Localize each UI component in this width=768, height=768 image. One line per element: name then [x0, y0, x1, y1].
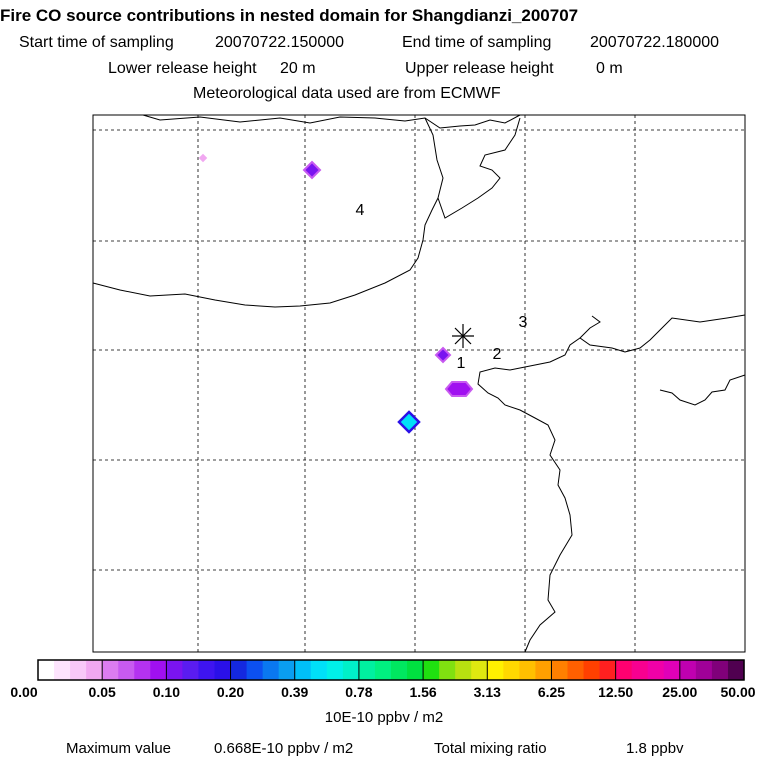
end-time-label: End time of sampling — [402, 34, 552, 51]
colorbar-tick-label: 0.39 — [281, 684, 309, 700]
end-time-value: 20070722.180000 — [590, 34, 720, 51]
colorbar-swatch — [663, 660, 681, 680]
colorbar-swatch — [615, 660, 633, 680]
map-frame — [92, 114, 746, 653]
colorbar-swatch — [70, 660, 87, 680]
colorbar-tick-label: 25.00 — [662, 684, 698, 700]
source-spot — [302, 160, 322, 180]
start-time-label: Start time of sampling — [19, 34, 174, 51]
upper-release-label: Upper release height — [405, 60, 554, 77]
colorbar-swatch — [278, 660, 296, 680]
colorbar-tick-label: 1.56 — [409, 684, 437, 700]
colorbar-swatch — [455, 660, 472, 680]
colorbar-swatch — [134, 660, 151, 680]
source-spot — [198, 153, 208, 163]
colorbar-swatch — [679, 660, 697, 680]
max-value-label: Maximum value — [66, 740, 172, 757]
colorbar-swatch — [38, 660, 55, 680]
colorbar-tick-label: 0.10 — [152, 684, 180, 700]
colorbar-swatch — [439, 660, 456, 680]
colorbar-swatch — [294, 660, 312, 680]
colorbar-swatch — [471, 660, 488, 680]
colorbar-frame — [37, 659, 745, 681]
colorbar-swatch — [551, 660, 569, 680]
start-time-value: 20070722.150000 — [215, 34, 345, 51]
colorbar-swatch — [631, 660, 649, 680]
colorbar-units: 10E-10 ppbv / m2 — [324, 709, 444, 726]
colorbar-swatch — [150, 660, 167, 680]
colorbar-swatch — [358, 660, 376, 680]
colorbar-swatch — [535, 660, 553, 680]
colorbar-swatch — [711, 660, 729, 680]
colorbar-swatch — [647, 660, 665, 680]
colorbar-swatch — [326, 660, 344, 680]
colorbar-tick-label: 0.20 — [216, 684, 245, 700]
colorbar-swatch — [86, 660, 103, 680]
colorbar-swatch — [567, 660, 585, 680]
colorbar-tick-label: 50.00 — [720, 684, 756, 700]
colorbar-swatch — [423, 660, 440, 680]
colorbar-swatch — [166, 660, 184, 680]
colorbar-swatch — [182, 660, 200, 680]
map-outlines — [92, 114, 746, 653]
source-spot — [397, 410, 421, 434]
colorbar-swatch — [310, 660, 328, 680]
source-spot — [444, 381, 474, 397]
colorbar-tick-label: 3.13 — [473, 684, 501, 700]
colorbar-tick-label: 0.00 — [10, 684, 38, 700]
colorbar-swatch — [519, 660, 537, 680]
colorbar-swatch — [102, 660, 119, 680]
total-mixing-label: Total mixing ratio — [434, 740, 547, 757]
colorbar-tick-label: 0.78 — [345, 684, 373, 700]
map-grid — [93, 115, 745, 652]
upper-release-value: 0 m — [596, 60, 623, 77]
colorbar-swatch — [54, 660, 71, 680]
region-label-2: 2 — [493, 346, 502, 363]
colorbar-swatch — [487, 660, 504, 680]
region-label-1: 1 — [457, 355, 466, 372]
met-data-note: Meteorological data used are from ECMWF — [193, 85, 501, 102]
colorbar-swatch — [407, 660, 424, 680]
colorbar-swatch — [262, 660, 280, 680]
source-spot — [434, 346, 452, 364]
colorbar-tick-label: 6.25 — [537, 684, 566, 700]
colorbar-swatch — [374, 660, 392, 680]
receptor-asterisk-icon — [452, 324, 474, 348]
colorbar-swatch — [342, 660, 360, 680]
region-label-4: 4 — [356, 202, 365, 219]
colorbar-swatch — [503, 660, 520, 680]
colorbar-swatch — [727, 660, 745, 680]
colorbar-swatch — [695, 660, 713, 680]
total-mixing-value: 1.8 ppbv — [626, 740, 684, 757]
colorbar-swatch — [246, 660, 264, 680]
colorbar-tick-label: 12.50 — [598, 684, 634, 700]
colorbar-tick-label: 0.05 — [88, 684, 116, 700]
plot-title: Fire CO source contributions in nested d… — [0, 6, 579, 25]
region-label-3: 3 — [519, 314, 528, 331]
colorbar-swatch — [214, 660, 232, 680]
colorbar — [37, 659, 745, 681]
colorbar-swatch — [230, 660, 248, 680]
lower-release-label: Lower release height — [108, 60, 257, 77]
lower-release-value: 20 m — [280, 60, 316, 77]
colorbar-swatch — [391, 660, 408, 680]
colorbar-swatch — [198, 660, 216, 680]
colorbar-swatch — [583, 660, 601, 680]
max-value: 0.668E-10 ppbv / m2 — [214, 740, 354, 757]
colorbar-swatch — [118, 660, 135, 680]
colorbar-swatch — [599, 660, 617, 680]
